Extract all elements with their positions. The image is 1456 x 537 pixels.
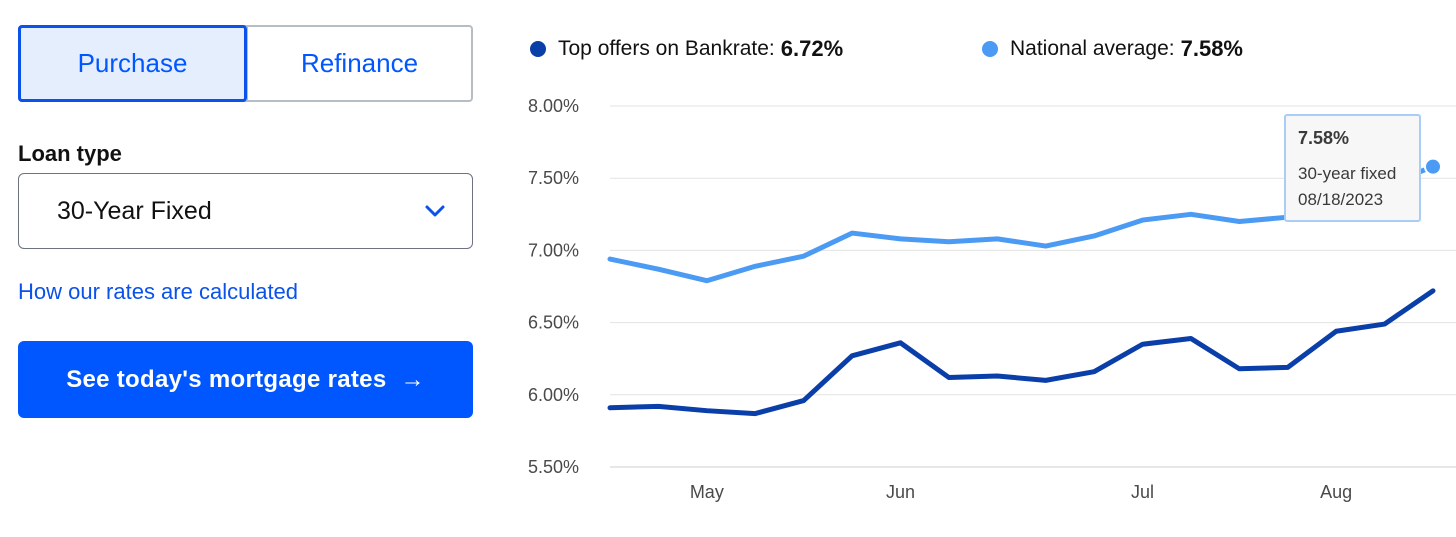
y-tick-label: 8.00%: [528, 96, 579, 116]
loan-type-value: 30-Year Fixed: [57, 196, 212, 225]
purchase-tab[interactable]: Purchase: [18, 25, 247, 102]
legend-dot-national: [982, 41, 998, 57]
series-line-bankrate: [607, 288, 1436, 417]
legend-value: 7.58%: [1180, 36, 1243, 61]
rates-calculation-link[interactable]: How our rates are calculated: [18, 279, 299, 304]
arrow-right-icon: →: [400, 365, 425, 393]
legend-value: 6.72%: [780, 36, 844, 61]
x-tick-label: May: [690, 482, 724, 502]
tooltip-date: 08/18/2023: [1298, 190, 1384, 209]
legend-dot-bankrate: [530, 41, 546, 57]
chart-tooltip: 7.58% 30-year fixed 08/18/2023: [1284, 114, 1421, 222]
legend-item-national: National average: 7.58%: [982, 34, 1243, 64]
y-tick-label: 7.50%: [528, 168, 579, 188]
loan-type-label: Loan type: [18, 141, 122, 166]
x-tick-label: Jul: [1131, 482, 1154, 502]
y-tick-label: 6.50%: [528, 313, 579, 333]
legend-item-bankrate: Top offers on Bankrate: 6.72%: [530, 34, 843, 64]
see-rates-button[interactable]: See today's mortgage rates →: [18, 341, 473, 418]
legend-label: Top offers on Bankrate:: [558, 37, 775, 60]
legend-label: National average:: [1010, 37, 1175, 60]
x-tick-label: Aug: [1320, 482, 1352, 502]
tooltip-rate: 7.58%: [1298, 128, 1350, 148]
tooltip-product: 30-year fixed: [1298, 164, 1397, 183]
chevron-down-icon: [425, 205, 445, 217]
x-tick-label: Jun: [886, 482, 915, 502]
loan-purpose-toggle: Purchase Refinance: [18, 25, 473, 102]
hover-point: [1424, 157, 1442, 176]
see-rates-label: See today's mortgage rates: [66, 365, 387, 393]
y-tick-label: 5.50%: [528, 457, 579, 477]
loan-type-select[interactable]: 30-Year Fixed: [18, 173, 473, 249]
refinance-tab[interactable]: Refinance: [247, 27, 471, 100]
y-tick-label: 6.00%: [528, 385, 579, 405]
y-tick-label: 7.00%: [528, 240, 579, 260]
